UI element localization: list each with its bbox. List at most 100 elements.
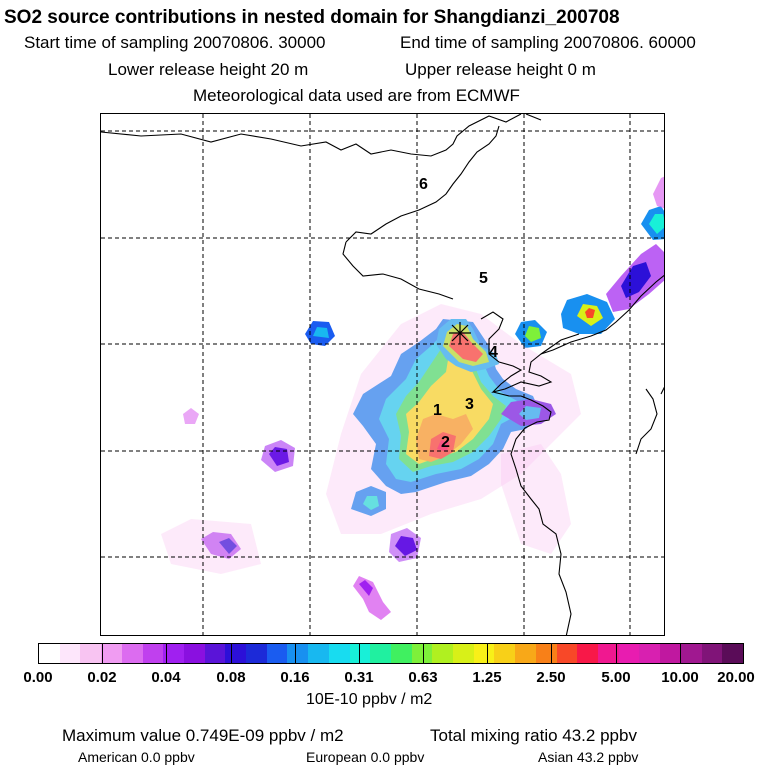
asian-text: Asian 43.2 ppbv <box>538 749 639 765</box>
met-data-text: Meteorological data used are from ECMWF <box>193 86 520 105</box>
colorbar-cell <box>618 644 640 663</box>
map-panel: 1 2 3 4 5 6 <box>100 113 665 636</box>
blob-w-2-halo <box>261 440 295 472</box>
colorbar-cell <box>142 644 164 663</box>
colorbar-cell <box>535 644 557 663</box>
blob-sw-3-core <box>219 538 237 554</box>
colorbar-cell <box>660 644 681 663</box>
border-north <box>101 114 522 157</box>
ne-chain-1-core <box>525 326 541 342</box>
colorbar-cell <box>597 644 619 663</box>
colorbar-cell <box>101 644 122 663</box>
region-label-2: 2 <box>441 434 450 451</box>
end-time-text: End time of sampling 20070806. 60000 <box>400 33 696 52</box>
region-label-6: 6 <box>419 176 428 193</box>
colorbar-tick-label: 10.00 <box>661 669 699 686</box>
european-text: European 0.0 ppbv <box>306 749 425 765</box>
map-plot <box>101 114 664 635</box>
colorbar-cell <box>163 644 184 663</box>
coast-shandong <box>492 391 572 635</box>
colorbar-tick-label: 0.16 <box>280 669 310 686</box>
colorbar-tick-label: 2.50 <box>536 669 566 686</box>
colorbar-cell <box>411 644 433 663</box>
colorbar-tick-label: 0.63 <box>408 669 438 686</box>
colorbar-tick <box>423 643 424 664</box>
colorbar-tick <box>680 643 681 664</box>
colorbar-tick-label: 0.02 <box>87 669 117 686</box>
blob-s-5-core <box>359 580 373 596</box>
colorbar-cell <box>556 644 578 663</box>
colorbar-tick-label: 1.25 <box>472 669 502 686</box>
colorbar-tick-label: 0.31 <box>344 669 374 686</box>
colorbar-cell <box>494 644 516 663</box>
american-text: American 0.0 ppbv <box>78 749 195 765</box>
faint-halo-se <box>501 444 571 554</box>
colorbar-units: 10E-10 ppbv / m2 <box>306 691 433 708</box>
border-inner <box>345 125 500 243</box>
blob-nw-core <box>313 327 329 338</box>
colorbar-cell <box>639 644 661 663</box>
colorbar-cell <box>390 644 412 663</box>
blob-sw-1-core <box>363 496 379 510</box>
coastlines <box>101 114 664 635</box>
chart-title: SO2 source contributions in nested domai… <box>4 7 620 28</box>
max-value-text: Maximum value 0.749E-09 ppbv / m2 <box>62 726 344 745</box>
colorbar-cell <box>287 644 309 663</box>
colorbar-tick <box>295 643 296 664</box>
colorbar-cell <box>453 644 474 663</box>
faint-halo-sw <box>161 519 261 574</box>
colorbar-cell <box>515 644 536 663</box>
coast-liaodong <box>540 333 580 355</box>
colorbar-cell <box>204 644 226 663</box>
colorbar-tick <box>487 643 488 664</box>
colorbar-tick <box>166 643 167 664</box>
colorbar-cell <box>121 644 143 663</box>
colorbar-cell <box>473 644 495 663</box>
ne-chain-3-core <box>621 262 651 298</box>
region-label-5: 5 <box>479 270 488 287</box>
ne-chain-4-core <box>649 214 664 234</box>
colorbar <box>38 643 744 664</box>
colorbar-cell <box>308 644 329 663</box>
blob-far-w <box>183 408 199 424</box>
colorbar-cell <box>328 644 350 663</box>
colorbar-cell <box>225 644 247 663</box>
colorbar-cell <box>59 644 81 663</box>
upper-release-text: Upper release height 0 m <box>405 60 596 79</box>
colorbar-tick-label: 20.00 <box>717 669 755 686</box>
coast-korea-w <box>635 388 658 455</box>
concentration-field <box>161 176 664 620</box>
colorbar-cell <box>80 644 102 663</box>
ne-chain-top <box>653 176 664 209</box>
colorbar-cell <box>39 644 60 663</box>
colorbar-cell <box>722 644 743 663</box>
coast-korea-e <box>660 386 664 395</box>
colorbar-tick <box>551 643 552 664</box>
colorbar-cell <box>577 644 598 663</box>
colorbar-tick-label: 5.00 <box>601 669 631 686</box>
colorbar-tick <box>616 643 617 664</box>
blob-sw-3 <box>201 532 241 559</box>
station-hotspot-core <box>449 332 483 362</box>
coast-bohai <box>480 274 664 394</box>
region-label-3: 3 <box>465 396 474 413</box>
border-west-inner <box>342 241 454 300</box>
plume-core <box>437 440 449 452</box>
blob-s-5 <box>353 576 391 620</box>
colorbar-cell <box>246 644 267 663</box>
receptor-star-icon <box>449 322 471 344</box>
region-label-4: 4 <box>489 344 498 361</box>
border-north-east <box>525 114 542 121</box>
colorbar-tick-label: 0.04 <box>151 669 181 686</box>
colorbar-cell <box>370 644 391 663</box>
graticule <box>101 114 664 635</box>
lower-release-text: Lower release height 20 m <box>108 60 309 79</box>
blob-s-4-halo <box>389 528 421 562</box>
start-time-text: Start time of sampling 20070806. 30000 <box>24 33 326 52</box>
colorbar-tick-label: 0.00 <box>23 669 53 686</box>
colorbar-cell <box>183 644 205 663</box>
colorbar-cell <box>680 644 702 663</box>
colorbar-tick <box>359 643 360 664</box>
colorbar-tick <box>102 643 103 664</box>
total-mixing-text: Total mixing ratio 43.2 ppbv <box>430 726 637 745</box>
